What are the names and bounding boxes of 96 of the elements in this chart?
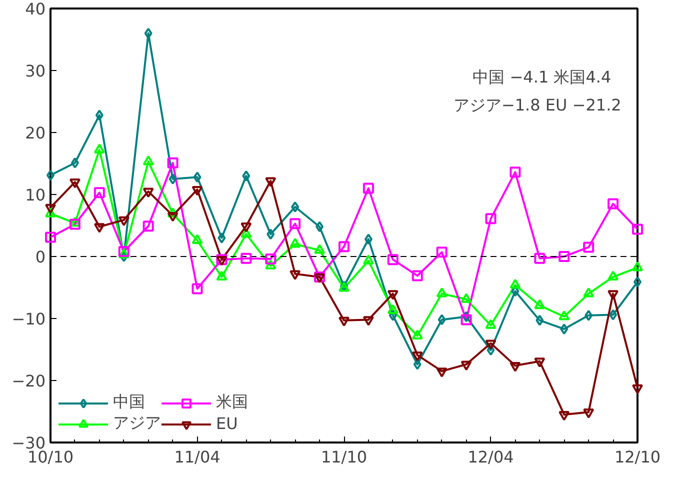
point [291, 201, 300, 212]
point [584, 310, 593, 321]
point [338, 316, 350, 327]
y-tick-label: 20 [25, 124, 46, 142]
point [583, 242, 594, 253]
point [558, 251, 570, 262]
point [510, 166, 521, 178]
point [460, 360, 472, 371]
point [583, 408, 594, 418]
point [534, 252, 546, 264]
point [265, 260, 276, 270]
point [193, 172, 202, 183]
legend-label: 米国 [216, 392, 248, 413]
point [609, 309, 618, 320]
point [290, 218, 301, 230]
point [632, 384, 643, 394]
point [387, 304, 398, 314]
point [413, 358, 422, 370]
y-tick-label: 40 [25, 0, 46, 18]
point [387, 290, 398, 300]
annotation: アジア−1.8 EU −21.2 [453, 96, 622, 114]
point [412, 270, 423, 282]
x-tick-label: 11/10 [320, 448, 368, 466]
point [486, 344, 495, 356]
point [534, 299, 546, 310]
point [216, 270, 228, 281]
point [94, 187, 105, 198]
point [362, 316, 374, 326]
point [45, 204, 56, 214]
point [436, 288, 448, 298]
point [69, 218, 80, 230]
point [485, 340, 496, 350]
y-tick-label: 0 [35, 248, 46, 266]
point [142, 155, 154, 166]
point [45, 232, 56, 243]
point [338, 241, 350, 252]
point [632, 261, 643, 272]
point [316, 221, 324, 232]
point [460, 293, 472, 303]
point [362, 254, 374, 264]
x-tick-label: 12/04 [468, 448, 514, 466]
point [142, 220, 154, 232]
point [510, 278, 521, 289]
point [167, 212, 178, 222]
point [558, 411, 570, 421]
point [94, 144, 105, 154]
point [168, 174, 177, 184]
point [192, 234, 203, 244]
legend-label: 中国 [113, 392, 145, 413]
point [536, 314, 544, 326]
point [460, 314, 472, 326]
point [608, 270, 619, 281]
point [144, 28, 152, 39]
annotation: 中国 −4.1 米国4.4 [472, 68, 612, 86]
point [240, 228, 252, 238]
x-tick-label: 12/10 [614, 448, 661, 466]
point [290, 238, 301, 248]
point [436, 246, 448, 258]
y-tick-label: −20 [12, 372, 46, 390]
point [94, 223, 105, 233]
legend-label: アジア [113, 413, 161, 434]
point [167, 157, 178, 168]
legend-label: EU [216, 414, 238, 433]
point [438, 314, 446, 326]
point [45, 208, 56, 218]
point [218, 232, 226, 244]
point [70, 157, 79, 168]
point [266, 228, 275, 240]
point [388, 310, 397, 321]
point [314, 244, 326, 254]
point [534, 358, 546, 368]
x-tick-label: 11/04 [174, 448, 220, 466]
point [462, 311, 470, 322]
point [510, 362, 521, 372]
point [632, 224, 643, 235]
point [242, 170, 250, 182]
point [511, 286, 520, 297]
point [240, 252, 252, 264]
point [583, 288, 594, 298]
y-tick-label: −10 [12, 310, 46, 328]
point [290, 270, 301, 280]
point [362, 182, 374, 194]
point [412, 351, 423, 362]
point [95, 110, 104, 121]
point [387, 254, 398, 266]
point [436, 368, 448, 378]
y-tick-label: 30 [25, 62, 46, 80]
point [608, 198, 619, 210]
point [192, 283, 203, 294]
x-tick-label: 10/10 [27, 448, 74, 466]
point [560, 324, 568, 335]
point [364, 234, 372, 245]
point [265, 253, 276, 264]
point [485, 213, 496, 224]
y-tick-label: 10 [25, 186, 46, 204]
point [608, 290, 619, 300]
